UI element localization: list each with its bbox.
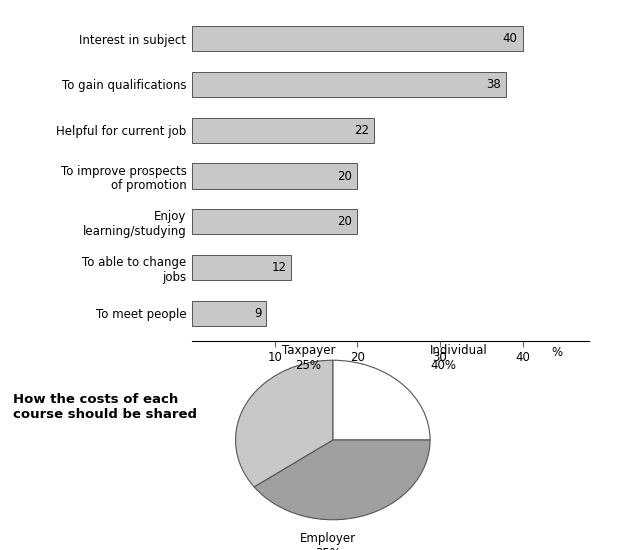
- Text: Individual
40%: Individual 40%: [430, 344, 488, 372]
- Bar: [192, 118, 374, 143]
- Text: 40: 40: [503, 32, 518, 45]
- Bar: [192, 301, 266, 326]
- Bar: [192, 72, 506, 97]
- Bar: [192, 255, 291, 280]
- Text: Taxpayer
25%: Taxpayer 25%: [282, 344, 335, 372]
- Text: 12: 12: [271, 261, 286, 274]
- Text: 22: 22: [354, 124, 369, 137]
- Text: 38: 38: [486, 78, 501, 91]
- Bar: [192, 209, 357, 234]
- Wedge shape: [254, 440, 430, 520]
- Text: %: %: [552, 346, 563, 359]
- Text: 9: 9: [254, 307, 262, 320]
- Bar: [192, 163, 357, 189]
- Wedge shape: [333, 360, 430, 440]
- Text: Employer
35%: Employer 35%: [300, 532, 356, 550]
- Text: How the costs of each
course should be shared: How the costs of each course should be s…: [13, 393, 197, 421]
- Bar: [192, 26, 523, 51]
- Text: 20: 20: [337, 215, 353, 228]
- Wedge shape: [236, 360, 333, 487]
- Text: 20: 20: [337, 169, 353, 183]
